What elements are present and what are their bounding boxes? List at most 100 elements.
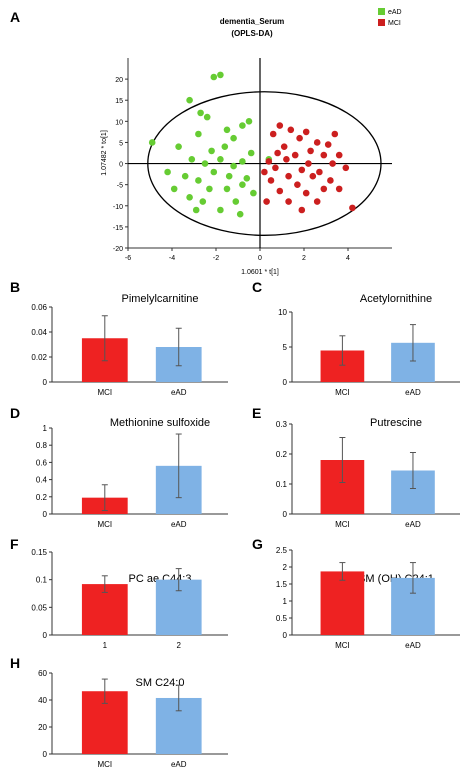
scatter-point-mci xyxy=(287,126,295,134)
y-tick-label: 0.15 xyxy=(31,548,47,557)
panel-c-bar-chart: C Acetylornithine 0 5 10 MCI eAD xyxy=(252,279,460,397)
y-tick-label: -20 xyxy=(113,246,123,253)
x-tick-label: 2 xyxy=(302,255,306,262)
scatter-point-ead xyxy=(221,143,229,150)
y-tick-label: 0 xyxy=(283,631,288,640)
bar-chart-title: Methionine sulfoxide xyxy=(110,417,210,429)
y-tick-label: 0.1 xyxy=(36,576,48,585)
chart-title: dementia_Serum xyxy=(220,17,284,26)
x-tick-label: MCI xyxy=(335,641,350,650)
panel-f-bar-chart: FPC ae C44:300.050.10.151 2 xyxy=(10,536,228,650)
y-tick-label: 0 xyxy=(283,378,288,387)
scatter-point-ead xyxy=(175,143,182,150)
y-tick-label: 0 xyxy=(119,162,123,169)
scatter-point-mci xyxy=(313,198,321,205)
y-tick-label: 0.2 xyxy=(36,493,48,502)
scatter-point-ead xyxy=(186,194,193,201)
y-tick-label: -15 xyxy=(113,225,123,232)
y-tick-label: 0.02 xyxy=(31,353,47,362)
y-tick-label: 5 xyxy=(283,343,288,352)
scatter-point-ead xyxy=(210,168,218,176)
scatter-point-ead xyxy=(203,113,211,121)
scatter-point-mci xyxy=(280,143,288,150)
scatter-point-ead xyxy=(223,126,231,134)
scatter-point-ead xyxy=(164,168,171,176)
scatter-point-mci xyxy=(263,198,270,205)
scatter-point-ead xyxy=(170,185,178,193)
scatter-point-mci xyxy=(272,164,279,172)
scatter-point-mci xyxy=(296,134,303,142)
scatter-point-mci xyxy=(274,149,281,157)
x-tick-label: -2 xyxy=(213,255,219,262)
scatter-point-mci xyxy=(349,204,356,212)
scatter-point-mci xyxy=(309,172,317,180)
x-tick-label: 0 xyxy=(258,255,262,262)
scatter-point-mci xyxy=(276,187,284,195)
scatter-point-mci xyxy=(298,166,306,174)
y-tick-label: 0 xyxy=(283,510,288,519)
y-axis-label: 1.07482 * to[1] xyxy=(101,130,108,176)
scatter-point-mci xyxy=(298,206,306,214)
scatter-point-ead xyxy=(225,172,233,180)
y-tick-label: 0 xyxy=(43,510,48,519)
y-tick-label: 60 xyxy=(38,669,47,678)
y-tick-label: 0.5 xyxy=(276,614,288,623)
scatter-point-mci xyxy=(269,130,277,138)
scatter-point-ead xyxy=(181,172,189,180)
y-tick-label: 0.8 xyxy=(36,441,48,450)
scatter-point-mci xyxy=(302,128,310,136)
confidence-ellipse xyxy=(147,91,382,236)
x-tick-label: eAD xyxy=(405,641,421,650)
panel-letter-f: F xyxy=(10,536,19,552)
y-tick-label: 10 xyxy=(115,119,123,126)
scatter-point-mci xyxy=(316,168,323,176)
y-tick-label: -10 xyxy=(113,204,123,211)
y-tick-label: 0 xyxy=(43,378,48,387)
x-tick-label: -4 xyxy=(169,255,175,262)
panel-letter-g: G xyxy=(252,536,263,552)
panel-b-bar-chart: B Pimelylcarnitine 0 0.02 0.04 0.06 MCI eAD xyxy=(10,279,228,397)
scatter-point-ead xyxy=(230,162,237,170)
scatter-point-mci xyxy=(276,122,284,129)
y-tick-label: 2 xyxy=(283,563,288,572)
scatter-point-ead xyxy=(239,122,246,129)
scatter-point-mci xyxy=(261,168,268,176)
x-tick-label: eAD xyxy=(171,520,187,529)
panel-letter-h: H xyxy=(10,655,20,671)
y-tick-label: 20 xyxy=(115,77,123,84)
scatter-point-ead xyxy=(223,185,231,193)
x-tick-label: eAD xyxy=(405,388,421,397)
legend-swatch xyxy=(378,8,385,15)
y-tick-label: 0.06 xyxy=(31,303,47,312)
scatter-point-mci xyxy=(294,181,301,188)
scatter-point-ead xyxy=(201,160,209,167)
bar-mci xyxy=(320,571,365,635)
scatter-point-ead xyxy=(243,175,251,182)
scatter-point-ead xyxy=(217,156,224,163)
chart-subtitle: (OPLS-DA) xyxy=(231,29,273,38)
legend-swatch xyxy=(378,19,385,26)
x-tick-label: MCI xyxy=(97,388,112,397)
scatter-point-ead xyxy=(208,147,215,155)
panel-letter-e: E xyxy=(252,405,261,421)
scatter-point-mci xyxy=(307,147,314,155)
scatter-point-mci xyxy=(335,185,343,193)
scatter-point-mci xyxy=(324,141,332,148)
scatter-point-ead xyxy=(232,198,240,205)
x-tick-label: 2 xyxy=(176,641,181,650)
scatter-point-ead xyxy=(239,158,246,165)
x-tick-label: 1 xyxy=(103,641,108,650)
y-tick-label: 1 xyxy=(283,597,288,606)
y-tick-label: 0.05 xyxy=(31,603,47,612)
scatter-point-ead xyxy=(199,198,207,205)
x-tick-label: eAD xyxy=(171,388,187,397)
scatter-point-ead xyxy=(186,96,193,104)
y-tick-label: -5 xyxy=(117,183,123,190)
y-tick-label: 2.5 xyxy=(276,546,288,555)
y-tick-label: 10 xyxy=(278,308,287,317)
scatter-point-ead xyxy=(239,181,246,188)
x-tick-label: MCI xyxy=(97,760,112,769)
scatter-point-mci xyxy=(285,198,292,205)
scatter-point-ead xyxy=(217,206,224,214)
